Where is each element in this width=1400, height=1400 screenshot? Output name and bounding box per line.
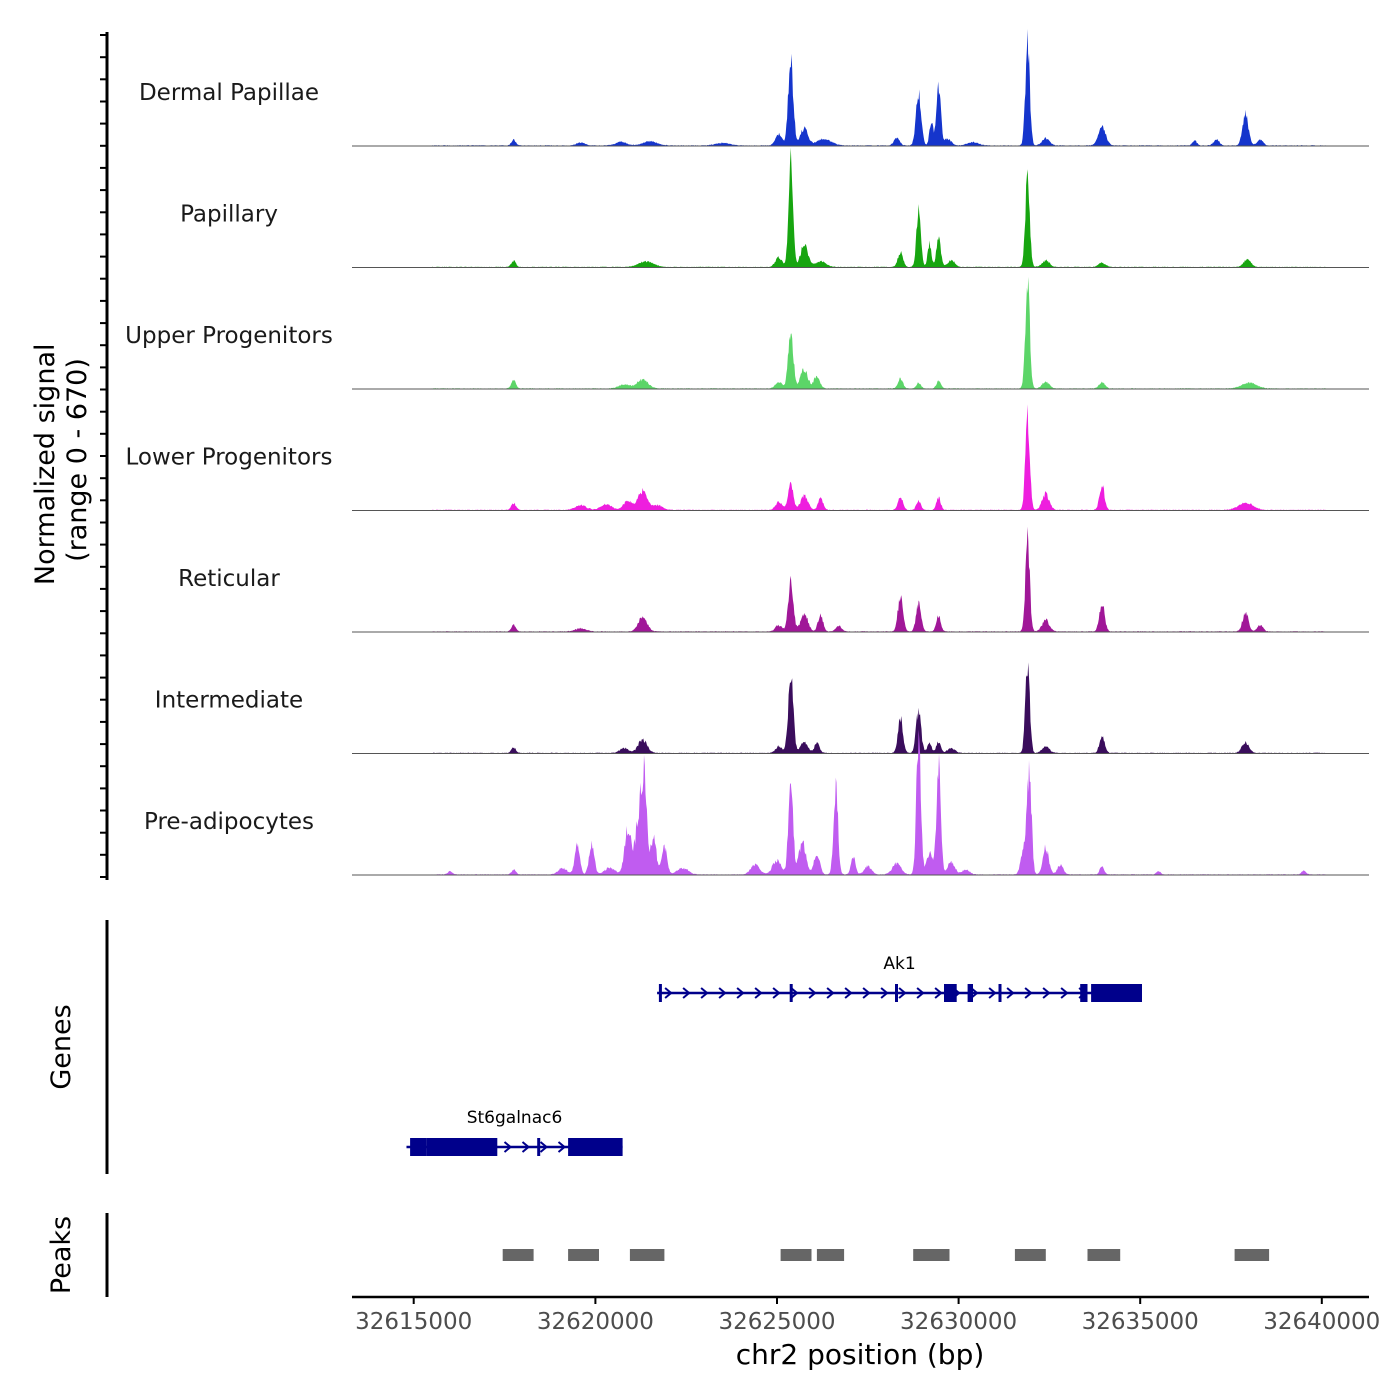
gene-strand-chevron xyxy=(970,987,979,999)
peak-region xyxy=(816,1249,845,1261)
coverage-y-axis xyxy=(100,32,109,880)
gene-strand-chevron xyxy=(754,987,763,999)
track-signal-area xyxy=(431,729,1326,875)
gene-exon xyxy=(568,1138,623,1156)
coverage-tracks: Dermal Papillae Papillary Upper Progenitor… xyxy=(125,29,1369,876)
gene-label: St6galnac6 xyxy=(467,1108,563,1128)
coverage-y-label-line1: Normalized signal xyxy=(30,344,61,586)
genes-panel: Genes Ak1 St6galnac6 xyxy=(46,920,1142,1174)
x-axis: 32615000 32620000 32625000 32630000 32635000… xyxy=(352,1295,1380,1371)
gene-strand-chevron xyxy=(790,987,799,999)
track-upper-progenitors: Upper Progenitors xyxy=(125,276,1369,390)
gene-exon xyxy=(426,1138,498,1156)
gene-strand-chevron xyxy=(718,987,727,999)
gene-strand-chevron xyxy=(539,1141,549,1153)
gene-strand-chevron xyxy=(503,1141,513,1153)
gene-exon xyxy=(998,984,1002,1002)
track-dermal-papillae: Dermal Papillae xyxy=(139,29,1369,147)
coverage-panel: Normalized signal (range 0 - 670) Dermal… xyxy=(30,29,1369,880)
gene-strand-chevron xyxy=(826,987,835,999)
track-label: Reticular xyxy=(178,566,280,592)
coverage-y-axis-label: Normalized signal (range 0 - 670) xyxy=(30,335,93,585)
gene-st6galnac6: St6galnac6 xyxy=(406,1108,623,1156)
x-tick-label: 32635000 xyxy=(1082,1309,1199,1335)
gene-exon xyxy=(895,984,898,1002)
track-pre-adipocytes: Pre-adipocytes xyxy=(144,729,1369,876)
gene-strand-chevron xyxy=(682,987,691,999)
peaks-panel: Peaks xyxy=(46,1213,1270,1297)
track-label: Intermediate xyxy=(155,688,303,714)
peak-region xyxy=(568,1249,599,1261)
track-reticular: Reticular xyxy=(178,526,1369,633)
track-signal-area xyxy=(431,662,1326,754)
gene-exon xyxy=(967,984,973,1002)
gene-exon xyxy=(944,984,957,1002)
peak-regions xyxy=(502,1249,1270,1261)
x-tick-label: 32620000 xyxy=(537,1309,654,1335)
gene-strand-chevron xyxy=(1024,987,1033,999)
gene-ak1: Ak1 xyxy=(657,954,1142,1002)
gene-exon xyxy=(1080,984,1088,1002)
x-tick-label: 32630000 xyxy=(900,1309,1017,1335)
peak-region xyxy=(1014,1249,1046,1261)
track-signal-area xyxy=(431,404,1326,511)
peak-region xyxy=(629,1249,665,1261)
gene-strand-chevron xyxy=(916,987,925,999)
track-intermediate: Intermediate xyxy=(155,662,1369,754)
peak-region xyxy=(1234,1249,1270,1261)
track-label: Upper Progenitors xyxy=(125,323,333,349)
gene-exon xyxy=(410,1138,427,1156)
track-lower-progenitors: Lower Progenitors xyxy=(126,404,1369,511)
peak-region xyxy=(780,1249,812,1261)
gene-strand-chevron xyxy=(988,987,997,999)
gene-strand-chevron xyxy=(700,987,709,999)
track-label: Pre-adipocytes xyxy=(144,809,314,835)
gene-strand-chevron xyxy=(808,987,817,999)
track-signal-area xyxy=(431,29,1326,146)
x-axis-ticks: 32615000 32620000 32625000 32630000 32635000… xyxy=(355,1297,1380,1335)
gene-strand-chevron xyxy=(880,987,889,999)
gene-strand-chevron xyxy=(844,987,853,999)
track-signal-area xyxy=(431,526,1326,632)
track-label: Papillary xyxy=(180,202,278,228)
gene-exon xyxy=(658,984,662,1002)
track-signal-area xyxy=(431,147,1326,268)
gene-strand-chevron xyxy=(862,987,871,999)
peak-region xyxy=(502,1249,534,1261)
gene-strand-chevron xyxy=(521,1141,531,1153)
gene-exon xyxy=(537,1138,541,1156)
gene-exon xyxy=(1091,984,1142,1002)
x-tick-label: 32640000 xyxy=(1263,1309,1380,1335)
x-axis-label: chr2 position (bp) xyxy=(736,1338,985,1371)
track-label: Lower Progenitors xyxy=(126,445,333,471)
gene-strand-chevron xyxy=(736,987,745,999)
gene-strand-chevron xyxy=(1006,987,1015,999)
gene-strand-chevron xyxy=(1042,987,1051,999)
track-papillary: Papillary xyxy=(180,147,1369,268)
peaks-axis-label: Peaks xyxy=(46,1216,77,1294)
track-label: Dermal Papillae xyxy=(139,80,319,106)
x-tick-label: 32625000 xyxy=(718,1309,835,1335)
gene-strand-chevron xyxy=(664,987,673,999)
gene-strand-chevron xyxy=(557,1141,567,1153)
peak-region xyxy=(913,1249,950,1261)
track-signal-area xyxy=(431,276,1326,389)
gene-strand-chevron xyxy=(898,987,907,999)
coverage-y-label-line2: (range 0 - 670) xyxy=(62,358,93,562)
gene-strand-chevron xyxy=(772,987,781,999)
peak-region xyxy=(1087,1249,1121,1261)
genes-axis-label: Genes xyxy=(46,1004,77,1089)
x-tick-label: 32615000 xyxy=(355,1309,472,1335)
gene-strand-chevron xyxy=(1060,987,1069,999)
gene-models: Ak1 St6galnac6 xyxy=(406,954,1142,1156)
gene-exon xyxy=(789,984,793,1002)
gene-label: Ak1 xyxy=(883,954,915,974)
gene-strand-chevron xyxy=(934,987,943,999)
